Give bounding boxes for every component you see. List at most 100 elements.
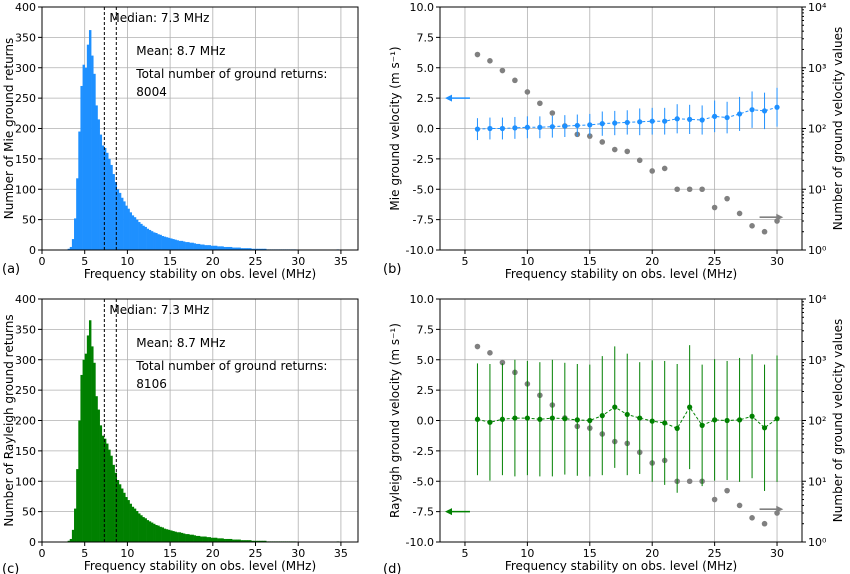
histogram-bar (80, 374, 83, 542)
velocity-point (549, 124, 555, 130)
velocity-point (699, 117, 705, 123)
histogram-bar (223, 538, 226, 542)
histogram-bar (225, 246, 229, 250)
histogram-bar (95, 105, 98, 250)
histogram-bar (125, 205, 128, 250)
count-point (537, 100, 543, 107)
y-axis-label: Number of Rayleigh ground returns (2, 314, 16, 526)
y-tick-label: 2.5 (417, 384, 435, 397)
x-tick-label: 25 (249, 255, 263, 268)
histogram-bar (150, 231, 154, 250)
histogram-bar (129, 212, 132, 250)
count-point (599, 139, 606, 145)
velocity-point (612, 404, 618, 410)
count-point (624, 148, 631, 155)
y-tick-label: 0 (29, 536, 36, 549)
histogram-bar (189, 242, 192, 250)
right-y-tick-label: 10¹ (808, 183, 826, 196)
right-y-tick-label: 10³ (808, 354, 826, 367)
histogram-bar (93, 362, 96, 542)
velocity-point (774, 104, 780, 110)
count-point (636, 157, 643, 164)
right-y-tick-label: 10⁰ (808, 244, 827, 257)
histogram-bar (67, 248, 71, 250)
y-tick-label: -5.0 (413, 183, 434, 196)
count-point (724, 195, 730, 202)
panel-label: (b) (383, 262, 401, 277)
y-tick-label: 7.5 (417, 31, 435, 44)
x-tick-label: 0 (39, 255, 46, 268)
histogram-bar (95, 396, 98, 542)
histogram-bar (74, 508, 77, 542)
histogram-bar (146, 520, 150, 542)
histogram-bar (133, 508, 137, 542)
count-point (686, 186, 693, 193)
total-annotation: Total number of ground returns: (135, 67, 327, 81)
histogram-bar (101, 145, 105, 250)
histogram-bar (246, 248, 250, 250)
histogram-bar (71, 529, 75, 542)
histogram-bar (259, 540, 263, 542)
mean-annotation: Mean: 8.7 MHz (136, 44, 225, 58)
y-tick-label: 200 (15, 123, 36, 136)
histogram-bar (99, 425, 103, 542)
count-point (474, 51, 481, 58)
histogram-bar (236, 247, 239, 250)
histogram-bar (108, 449, 111, 542)
histogram-bar (187, 242, 190, 250)
histogram-bar (123, 492, 126, 542)
histogram-bar (121, 197, 124, 250)
histogram-bar (67, 540, 71, 542)
velocity-point (637, 415, 643, 421)
y-tick-label: 400 (15, 1, 36, 14)
histogram-bar (208, 537, 211, 542)
histogram-bar (227, 538, 231, 542)
x-tick-label: 10 (120, 547, 134, 560)
histogram-bar (129, 503, 132, 542)
x-tick-label: 30 (770, 547, 784, 560)
velocity-point (599, 413, 605, 419)
histogram-bar (214, 537, 218, 542)
y-tick-label: 7.5 (417, 323, 435, 336)
histogram-bar (212, 537, 216, 542)
histogram-bar (114, 472, 118, 542)
velocity-point (736, 417, 743, 423)
right-y-tick-label: 10⁴ (808, 1, 827, 14)
histogram-bar (150, 522, 154, 542)
velocity-point (712, 113, 718, 119)
count-point (686, 478, 693, 485)
histogram-bar (127, 500, 130, 542)
velocity-point (499, 416, 506, 422)
histogram-bar (210, 245, 214, 250)
histogram-bar (176, 240, 179, 250)
count-point (611, 146, 618, 153)
histogram-bar (225, 538, 229, 542)
histogram-bar (114, 181, 118, 250)
velocity-point (612, 120, 618, 126)
histogram-bar (176, 532, 179, 542)
median-annotation: Median: 7.3 MHz (109, 303, 209, 317)
panel-c-rayleigh-histogram: Median: 7.3 MHz Mean: 8.7 MHz Total number… (2, 293, 359, 574)
count-point (736, 210, 743, 217)
histogram-bar (257, 248, 261, 250)
histogram-bar (195, 535, 199, 542)
histogram-bar (140, 223, 143, 250)
x-tick-label: 20 (645, 547, 659, 560)
velocity-point (724, 417, 730, 424)
x-tick-label: 15 (163, 255, 177, 268)
x-tick-label: 25 (708, 255, 722, 268)
histogram-bar (212, 245, 216, 250)
x-tick-label: 35 (334, 547, 348, 560)
histogram-bar (86, 335, 90, 542)
x-tick-label: 20 (206, 255, 220, 268)
histogram-bar (125, 497, 128, 542)
histogram-bar (217, 246, 220, 250)
histogram-bar (234, 539, 237, 542)
histogram-bar (219, 538, 222, 542)
histogram-bar (170, 530, 173, 542)
histogram-bar (217, 538, 220, 542)
velocity-point (474, 126, 481, 132)
x-tick-label: 15 (583, 547, 597, 560)
histogram-bar (221, 246, 224, 250)
total-count-annotation: 8004 (136, 85, 167, 99)
